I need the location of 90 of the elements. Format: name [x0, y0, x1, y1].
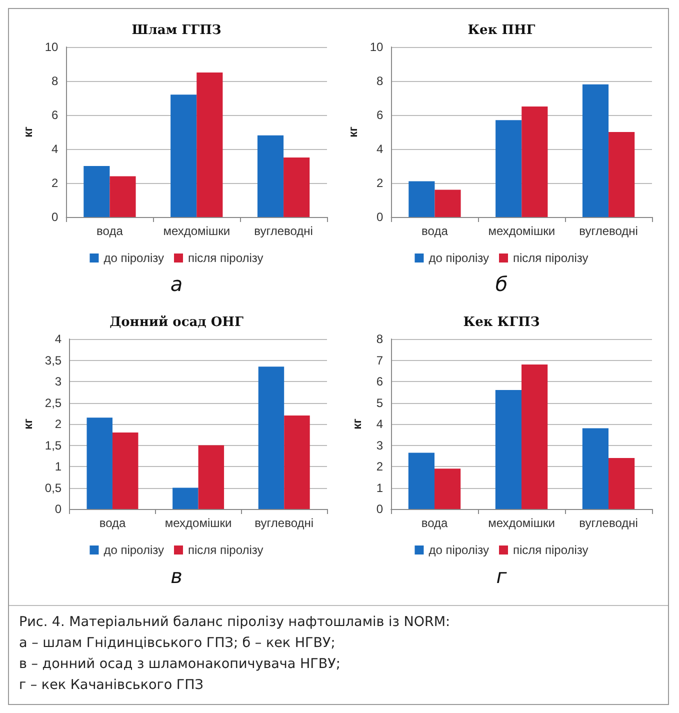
- y-tick-label: 4: [376, 417, 384, 431]
- y-tick-label: 6: [376, 374, 384, 388]
- y-tick-label: 0: [54, 502, 62, 516]
- y-tick-label: 1: [54, 460, 62, 474]
- x-tick-label: вода: [99, 516, 126, 530]
- text: г – кек Качанівського ГПЗ: [19, 676, 204, 695]
- text: б: [494, 271, 509, 298]
- bar: [582, 84, 609, 217]
- text: в – донний осад з шламонакопичувача НГВУ;: [19, 655, 342, 674]
- bar: [86, 418, 112, 509]
- y-tick-label: 7: [376, 353, 384, 368]
- y-tick-label: 10: [370, 40, 384, 54]
- x-tick-label: вуглеводні: [579, 224, 638, 238]
- y-tick-label: 4: [54, 332, 62, 346]
- bar: [496, 120, 522, 217]
- bar: [258, 366, 284, 509]
- y-tick-label: 2: [376, 176, 384, 190]
- x-tick-label: вода: [96, 224, 124, 238]
- y-tick-label: 2,5: [44, 396, 62, 410]
- bar: [198, 445, 224, 509]
- x-tick-label: вуглеводні: [254, 224, 313, 238]
- bar: [110, 176, 136, 217]
- y-tick-label: 4: [52, 142, 59, 156]
- bar: [284, 416, 310, 509]
- bar: [434, 468, 461, 509]
- chart-title: Шлам ГГПЗ: [132, 23, 222, 38]
- y-axis-title: кг: [21, 126, 35, 138]
- bar: [434, 190, 461, 217]
- y-tick-label: 2: [54, 417, 62, 431]
- bar: [112, 432, 138, 509]
- x-tick-label: вуглеводні: [254, 516, 314, 530]
- bar: [608, 132, 635, 217]
- bar: [170, 94, 197, 217]
- x-tick-label: мехдомішки: [488, 224, 556, 238]
- legend-label: після піролізу: [513, 251, 588, 265]
- legend-label: до піролізу: [428, 251, 490, 265]
- chart-title: Донний осад ОНГ: [110, 315, 244, 330]
- y-tick-label: 4: [376, 142, 384, 156]
- text: а: [169, 271, 184, 298]
- x-tick-label: вода: [421, 516, 448, 530]
- x-tick-label: мехдомішки: [164, 516, 232, 530]
- text: а – шлам Гнідинцівського ГПЗ; б – кек НГВУ;: [19, 634, 336, 653]
- y-tick-label: 2: [376, 460, 384, 474]
- bar: [257, 135, 284, 217]
- legend-label: після піролізу: [188, 543, 264, 557]
- bar: [284, 158, 310, 217]
- legend-label: після піролізу: [188, 251, 264, 265]
- x-tick-label: мехдомішки: [163, 224, 230, 238]
- bar: [608, 458, 635, 509]
- y-axis-title: кг: [346, 126, 360, 138]
- y-tick-label: 5: [376, 396, 384, 410]
- y-tick-label: 0: [376, 502, 384, 516]
- bar: [172, 488, 198, 509]
- bar: [408, 181, 435, 217]
- y-tick-label: 6: [52, 108, 59, 122]
- legend-label: до піролізу: [104, 543, 164, 557]
- bar: [495, 390, 522, 509]
- text: Рис. 4. Матеріальний баланс піролізу нафтошламів із NORM:: [19, 613, 452, 632]
- y-tick-label: 0: [376, 210, 384, 224]
- bar: [84, 166, 110, 217]
- y-tick-label: 8: [376, 74, 384, 88]
- text: в: [170, 563, 184, 590]
- text: г: [495, 563, 508, 590]
- x-tick-label: мехдомішки: [488, 516, 555, 530]
- bar: [196, 72, 223, 217]
- y-tick-label: 3,5: [44, 353, 62, 368]
- y-tick-label: 3: [54, 374, 62, 388]
- y-axis-title: кг: [21, 418, 35, 430]
- x-tick-label: вода: [422, 224, 448, 238]
- legend-label: після піролізу: [513, 543, 588, 557]
- chart-title: Кек КГПЗ: [463, 315, 540, 330]
- y-tick-label: 0,5: [44, 480, 62, 495]
- y-tick-label: 10: [44, 40, 59, 54]
- y-tick-label: 1,5: [44, 438, 62, 452]
- bar: [582, 428, 608, 509]
- bar: [522, 106, 548, 217]
- legend-label: до піролізу: [428, 543, 490, 557]
- y-tick-label: 2: [52, 176, 59, 190]
- y-tick-label: 0: [52, 210, 59, 224]
- y-tick-label: 3: [376, 438, 384, 452]
- x-tick-label: вуглеводні: [579, 516, 638, 530]
- y-axis-title: кг: [350, 418, 364, 430]
- y-tick-label: 6: [376, 108, 384, 122]
- bar: [522, 364, 548, 509]
- y-tick-label: 8: [376, 332, 384, 346]
- y-tick-label: 8: [52, 74, 59, 88]
- chart-title: Кек ПНГ: [468, 23, 536, 38]
- y-tick-label: 1: [376, 480, 384, 495]
- bar: [408, 452, 434, 509]
- legend-label: до піролізу: [104, 251, 164, 265]
